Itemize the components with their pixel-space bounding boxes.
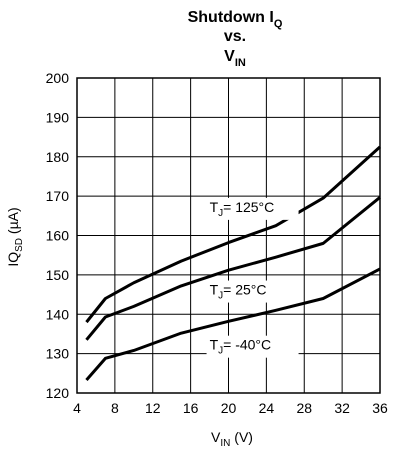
x-tick-label-1: 8 [111,400,119,416]
series-label-bg-1 [206,280,299,303]
y-tick-label-8: 200 [46,70,70,86]
y-tick-label-5: 170 [46,188,70,204]
title-line3-sub: IN [235,57,246,69]
x-tick-label-6: 28 [296,400,312,416]
y-tick-label-2: 140 [46,306,70,322]
x-tick-label-3: 16 [183,400,199,416]
x-axis-label: VIN (V) [211,429,253,449]
series-line-1 [85,196,381,341]
series-line-2 [85,267,381,381]
y-tick-labels: 120 130 140 150 160 170 180 190 200 [46,70,70,401]
y-axis-label: IQSD (µA) [5,207,25,266]
title-line1-sub: Q [274,18,283,30]
y-tick-label-0: 120 [46,385,70,401]
chart-series [85,145,382,381]
title-line1-main: Shutdown I [188,9,274,26]
series-label-neg40c: TJ= -40°C [210,337,272,357]
series-label-bg-0 [206,197,299,220]
y-tick-label-7: 190 [46,109,70,125]
series-line-0 [85,145,382,324]
chart-title-line2: vs. [224,28,246,45]
x-tick-label-7: 32 [334,400,350,416]
series-label-25c: TJ= 25°C [210,282,267,302]
y-tick-label-6: 180 [46,149,70,165]
series-label-125c: TJ= 125°C [210,199,275,219]
x-tick-labels: 4 8 12 16 20 24 28 32 36 [73,400,388,416]
chart-series-labels: TJ= 125°C TJ= 25°C TJ= -40°C [206,197,299,358]
chart-title-line1: Shutdown IQ [188,9,283,30]
x-tick-label-2: 12 [145,400,161,416]
y-tick-label-1: 130 [46,346,70,362]
x-tick-label-4: 20 [221,400,237,416]
title-line3-main: V [224,48,235,65]
plot-frame [76,77,381,394]
y-tick-label-3: 150 [46,267,70,283]
x-tick-label-5: 24 [259,400,275,416]
x-tick-label-8: 36 [372,400,388,416]
series-label-bg-2 [206,335,299,358]
x-tick-label-0: 4 [73,400,81,416]
chart-title-line3: VIN [224,48,246,69]
y-tick-label-4: 160 [46,228,70,244]
